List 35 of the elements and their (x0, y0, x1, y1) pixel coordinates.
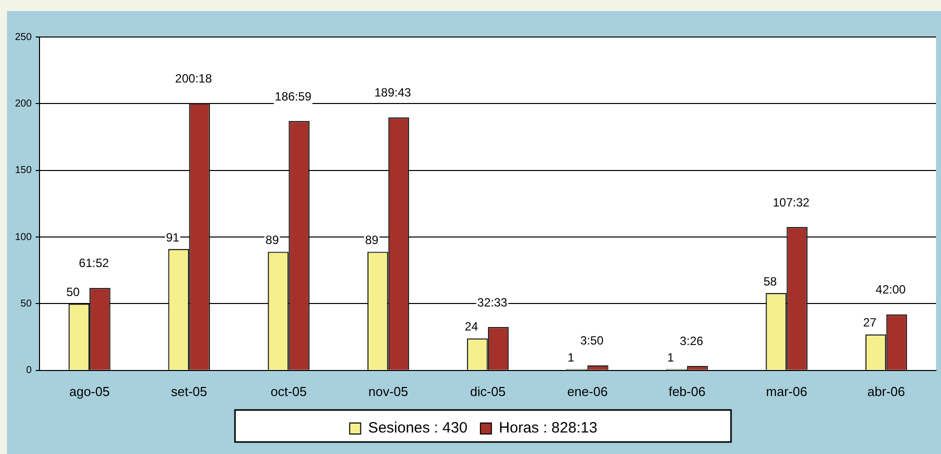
data-label: 42:00 (876, 282, 906, 297)
x-tick-label: oct-05 (270, 384, 307, 399)
data-label: 186:59 (274, 89, 312, 104)
x-tick-label: dic-05 (470, 384, 506, 399)
data-label: 24 (464, 320, 478, 334)
data-label: 200:18 (175, 72, 212, 86)
data-label: 27 (863, 316, 877, 330)
x-tick-label: set-05 (171, 384, 208, 399)
legend-label: Sesiones : 430 (368, 420, 468, 437)
data-label: 89 (266, 233, 280, 248)
y-tick-label: 250 (14, 32, 32, 43)
legend-label: Horas : 828:13 (498, 420, 598, 437)
data-label: 32:33 (477, 295, 508, 310)
y-tick-label: 0 (26, 365, 32, 376)
x-tick-label: feb-06 (668, 384, 706, 399)
data-label: 3:50 (580, 334, 604, 348)
data-label: 3:26 (680, 334, 704, 348)
data-label: 91 (166, 230, 180, 244)
y-tick-label: 100 (14, 232, 32, 243)
x-tick-label: ago-05 (69, 384, 110, 399)
data-label: 89 (365, 233, 379, 248)
x-tick-label: ene-06 (567, 384, 608, 399)
y-tick-label: 150 (14, 165, 32, 176)
x-tick-label: nov-05 (368, 384, 408, 399)
y-tick-label: 200 (14, 98, 32, 110)
data-label: 189:43 (374, 86, 412, 100)
data-label: 61:52 (78, 256, 110, 270)
data-label: 50 (66, 285, 80, 300)
data-label: 1 (667, 350, 674, 364)
x-tick-label: abr-06 (867, 384, 905, 399)
data-label: 58 (763, 274, 778, 288)
x-tick-label: mar-06 (766, 384, 808, 399)
y-tick-label: 50 (20, 298, 32, 310)
data-label: 107:32 (772, 195, 810, 210)
data-label: 1 (568, 350, 575, 364)
